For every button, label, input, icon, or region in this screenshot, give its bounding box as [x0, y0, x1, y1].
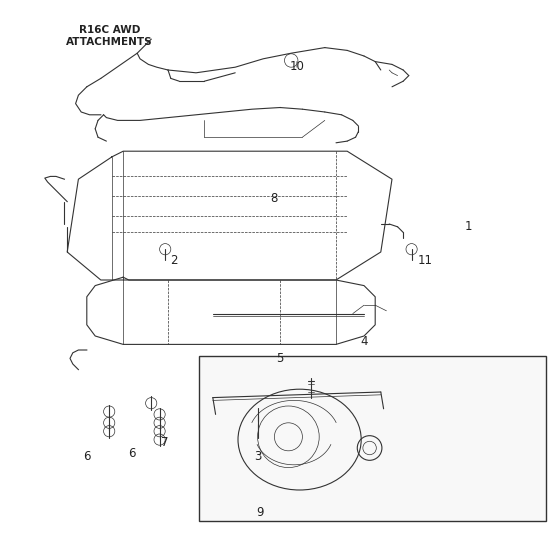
Text: 5: 5 — [276, 352, 284, 365]
Bar — [199, 356, 546, 521]
Text: 11: 11 — [418, 254, 433, 267]
Text: 1: 1 — [465, 220, 472, 234]
Text: 9: 9 — [256, 506, 264, 519]
Text: 3: 3 — [254, 450, 262, 463]
Text: 8: 8 — [270, 192, 278, 206]
Text: R16C AWD
ATTACHMENTS: R16C AWD ATTACHMENTS — [66, 25, 152, 47]
Text: 2: 2 — [170, 254, 178, 267]
Text: 4: 4 — [360, 335, 368, 348]
Text: 6: 6 — [83, 450, 91, 463]
Text: 6: 6 — [128, 447, 136, 460]
Text: 10: 10 — [290, 59, 304, 73]
Text: 7: 7 — [161, 436, 169, 449]
